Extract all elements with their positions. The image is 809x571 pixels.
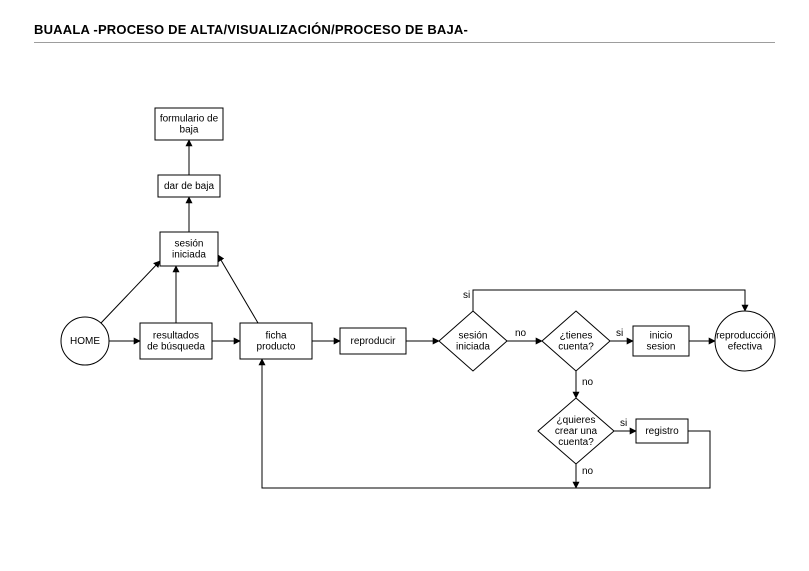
svg-text:¿quieres: ¿quieres	[557, 415, 596, 426]
edge-e_sesdec_si_efec	[473, 290, 745, 311]
svg-text:iniciada: iniciada	[456, 342, 490, 353]
svg-text:baja: baja	[180, 125, 199, 136]
svg-text:producto: producto	[257, 342, 296, 353]
edge-e_home_sesini	[101, 261, 160, 323]
svg-text:sesión: sesión	[175, 239, 204, 250]
edge-label-e_cuenta_inicio: si	[616, 328, 623, 339]
edge-label-e_crear_no_ficha: no	[582, 466, 594, 477]
svg-text:¿tienes: ¿tienes	[560, 331, 593, 342]
edge-label-e_sesdec_si_efec: si	[463, 290, 470, 301]
edge-label-e_crear_si_reg: si	[620, 418, 627, 429]
svg-text:sesion: sesion	[647, 342, 676, 353]
svg-text:resultados: resultados	[153, 331, 199, 342]
svg-text:dar de baja: dar de baja	[164, 181, 214, 192]
svg-text:ficha: ficha	[265, 331, 287, 342]
svg-text:HOME: HOME	[70, 336, 100, 347]
edge-e_ficha_sesini	[218, 255, 258, 323]
svg-text:inicio: inicio	[650, 331, 673, 342]
svg-text:cuenta?: cuenta?	[558, 342, 594, 353]
svg-text:crear una: crear una	[555, 426, 598, 437]
svg-text:efectiva: efectiva	[728, 342, 763, 353]
svg-text:iniciada: iniciada	[172, 250, 206, 261]
edge-label-e_sesdec_cuenta: no	[515, 328, 527, 339]
edge-label-e_cuenta_no_crear: no	[582, 377, 594, 388]
svg-text:reproducir: reproducir	[350, 336, 396, 347]
flowchart-canvas: HOME resultadosde búsqueda fichaproducto re…	[0, 0, 809, 571]
svg-text:registro: registro	[645, 426, 679, 437]
svg-text:reproducción: reproducción	[716, 331, 774, 342]
svg-text:cuenta?: cuenta?	[558, 437, 594, 448]
svg-text:formulario de: formulario de	[160, 114, 219, 125]
svg-text:sesión: sesión	[459, 331, 488, 342]
svg-text:de búsqueda: de búsqueda	[147, 342, 205, 353]
